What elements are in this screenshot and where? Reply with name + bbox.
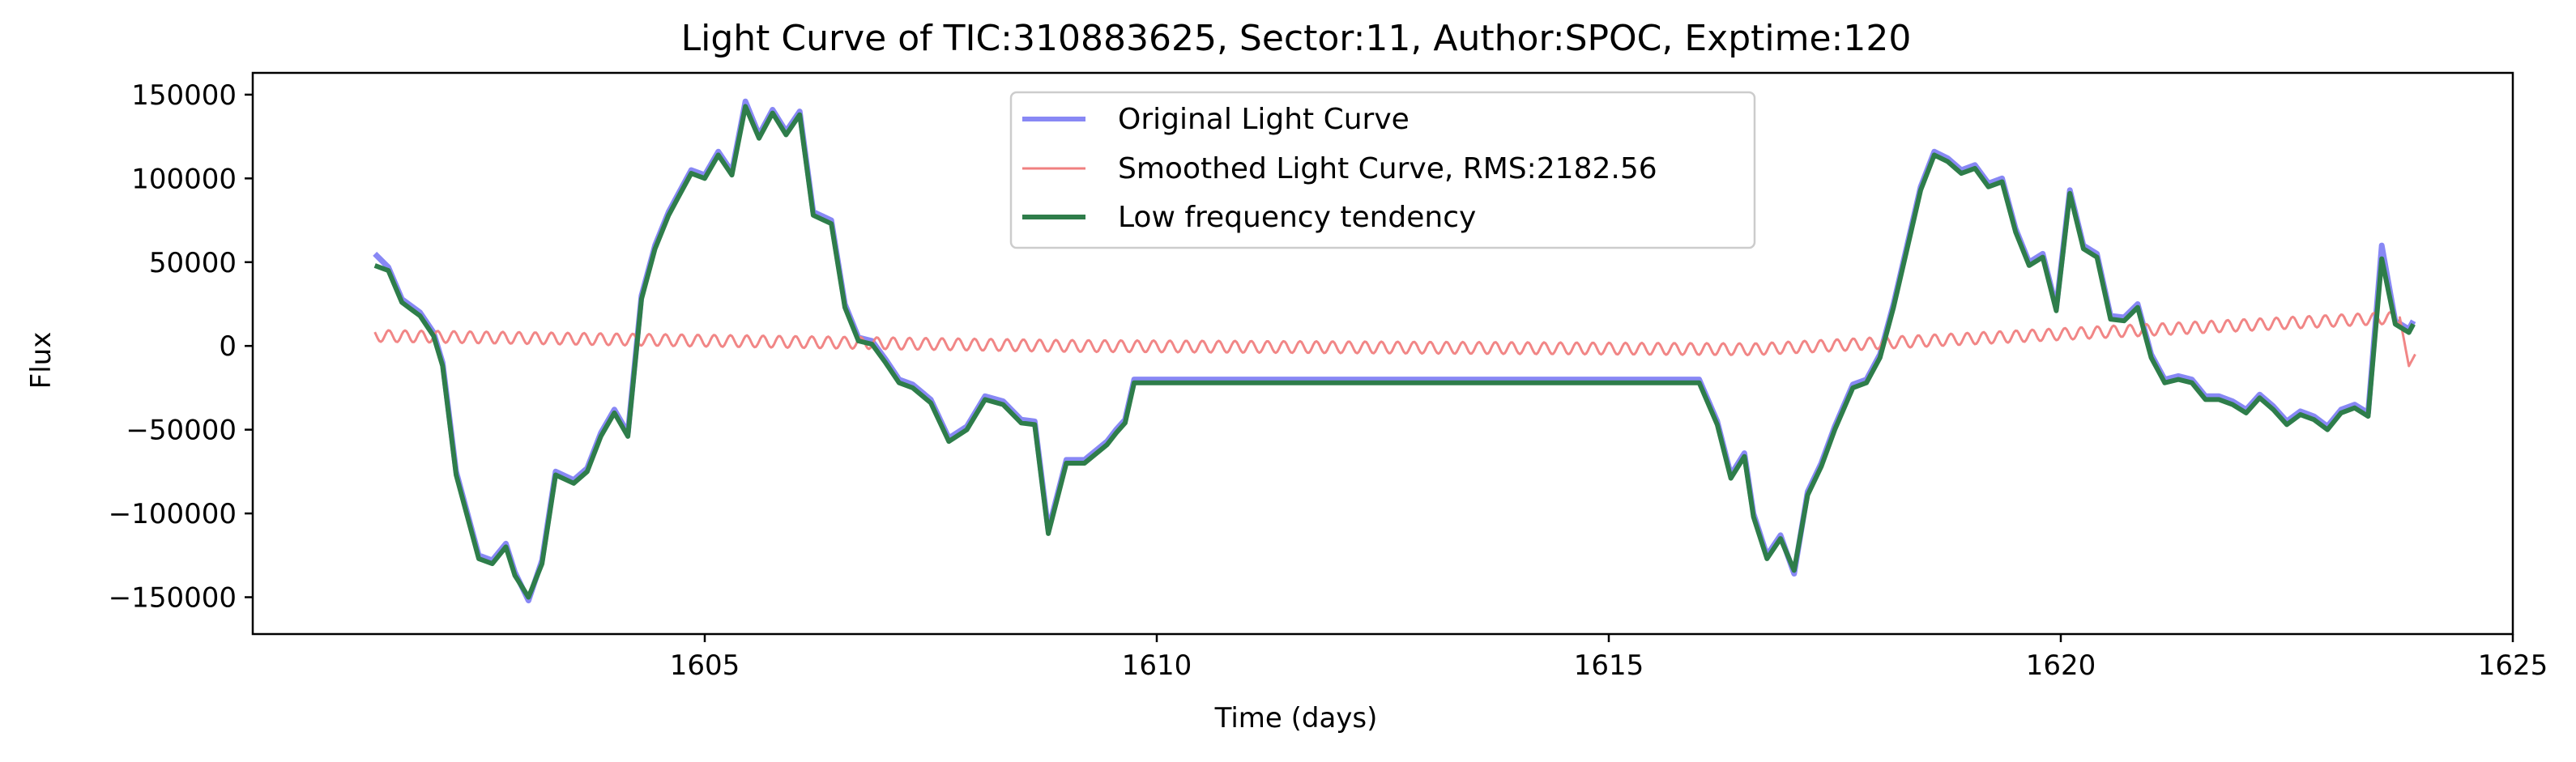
series-line-trend [373,104,2416,600]
legend-label-smoothed: Smoothed Light Curve, RMS:2182.56 [1118,152,1657,185]
x-axis-ticks: 1605 1610 1615 1620 1625 [670,634,2548,682]
y-tick-label: 150000 [131,79,237,112]
series-layer [373,98,2416,604]
y-tick-label: −100000 [109,498,237,530]
y-tick-label: 50000 [149,247,237,279]
legend: Original Light Curve Smoothed Light Curv… [1009,91,1756,249]
legend-label-original: Original Light Curve [1118,103,1410,136]
legend-label-trend: Low frequency tendency [1118,201,1476,234]
plot-frame [251,71,2514,636]
y-axis-ticks: −150000 −100000 −50000 0 50000 100000 150000 [109,79,253,614]
x-tick-label: 1610 [1122,649,1192,682]
y-tick-label: 100000 [131,163,237,195]
x-axis-label: Time (days) [1214,702,1378,734]
chart-title: Light Curve of TIC:310883625, Sector:11,… [681,18,1912,59]
x-tick-label: 1625 [2478,649,2548,682]
y-tick-label: −50000 [126,415,237,447]
y-tick-label: 0 [219,330,237,363]
y-axis-label: Flux [25,332,58,390]
x-tick-label: 1620 [2026,649,2096,682]
legend-box [1009,91,1756,249]
y-tick-label: −150000 [109,581,237,614]
x-tick-label: 1615 [1574,649,1644,682]
series-line-smoothed [373,310,2416,368]
x-tick-label: 1605 [670,649,740,682]
